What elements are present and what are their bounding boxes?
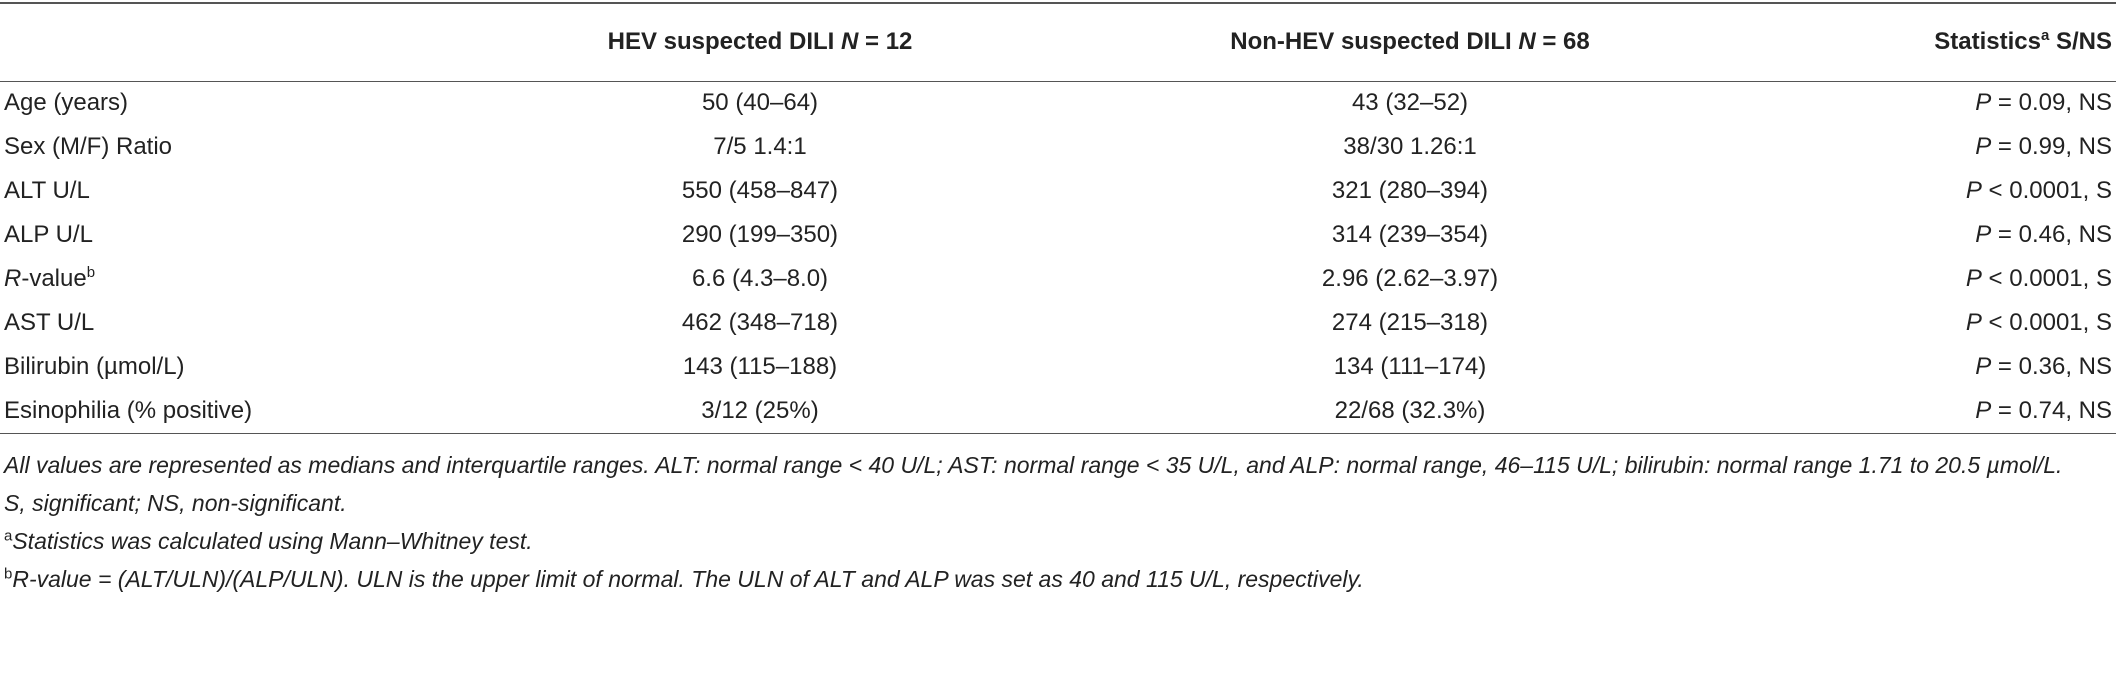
footnote: S, significant; NS, non-significant. bbox=[4, 490, 347, 516]
italic-text: P bbox=[1975, 89, 1992, 117]
text-run: = 0.09, NS bbox=[1991, 89, 2112, 117]
italic-text: P bbox=[1975, 396, 1992, 424]
table-cell: 2.96 (2.62–3.97) bbox=[1321, 265, 1499, 292]
italic-text: N bbox=[841, 28, 859, 56]
table-cell: 3/12 (25%) bbox=[701, 396, 819, 424]
table-row: R-valueb 6.6 (4.3–8.0) 2.96 (2.62–3.97) P <… bbox=[0, 257, 2116, 301]
text-run: < 0.0001, S bbox=[1981, 265, 2112, 292]
header-cell bbox=[0, 3, 520, 81]
text-run: Non-HEV suspected DILI bbox=[1230, 28, 1519, 56]
table-row: Esinophilia (% positive) 3/12 (25%) 22/68 … bbox=[0, 389, 2116, 433]
table-cell: P < 0.0001, S bbox=[1820, 301, 2116, 345]
row-label: Esinophilia (% positive) bbox=[4, 396, 253, 424]
superscript: b bbox=[4, 565, 13, 583]
table-row: AST U/L 462 (348–718) 274 (215–318) P < 0.0… bbox=[0, 301, 2116, 345]
footnotes: All values are represented as medians an… bbox=[4, 446, 2104, 598]
text-run: = 0.99, NS bbox=[1991, 133, 2112, 160]
column-header: Statisticsa S/NS bbox=[1820, 3, 2116, 81]
table-cell: P = 0.74, NS bbox=[1820, 389, 2116, 433]
table-row: Sex (M/F) Ratio 7/5 1.4:1 38/30 1.26:1 P = … bbox=[0, 125, 2116, 169]
column-header: HEV suspected DILI N = 12 bbox=[520, 3, 1000, 81]
row-label: ALT U/L bbox=[4, 177, 90, 204]
table-cell: 6.6 (4.3–8.0) bbox=[691, 265, 829, 292]
italic-text: P bbox=[1965, 309, 1982, 336]
text-run: HEV suspected DILI bbox=[607, 28, 841, 56]
text-run: = 0.46, NS bbox=[1991, 221, 2112, 248]
table-cell: 50 (40–64) bbox=[701, 89, 819, 117]
table-cell: 22/68 (32.3%) bbox=[1334, 396, 1486, 424]
table-cell: 314 (239–354) bbox=[1331, 221, 1489, 248]
table-cell: 462 (348–718) bbox=[681, 309, 839, 336]
table-cell: P = 0.46, NS bbox=[1820, 213, 2116, 257]
row-label: AST U/L bbox=[4, 309, 95, 336]
text-run: = 0.36, NS bbox=[1991, 353, 2112, 380]
text-run: = 68 bbox=[1535, 28, 1590, 56]
footnote: aStatistics was calculated using Mann–Wh… bbox=[4, 522, 2104, 560]
text-run: < 0.0001, S bbox=[1981, 309, 2112, 336]
italic-text: P bbox=[1965, 265, 1982, 292]
italic-text: P bbox=[1975, 133, 1992, 160]
table-row: ALT U/L 550 (458–847) 321 (280–394) P < 0.0… bbox=[0, 169, 2116, 213]
table-cell: 7/5 1.4:1 bbox=[713, 133, 807, 160]
row-label: R-valueb bbox=[0, 257, 520, 301]
header-row: HEV suspected DILI N = 12 Non-HEV suspect… bbox=[0, 3, 2116, 81]
table-cell: 274 (215–318) bbox=[1331, 309, 1489, 336]
table-cell: 43 (32–52) bbox=[1351, 89, 1469, 117]
text-run: Statistics was calculated using Mann–Whi… bbox=[12, 528, 533, 554]
row-label: Bilirubin (µmol/L) bbox=[4, 353, 185, 380]
table-row: Age (years) 50 (40–64) 43 (32–52) P = 0.09,… bbox=[0, 81, 2116, 125]
superscript: a bbox=[2040, 27, 2050, 45]
row-label: ALP U/L bbox=[4, 221, 93, 248]
table-cell: P = 0.99, NS bbox=[1820, 125, 2116, 169]
text-run: S/NS bbox=[2049, 28, 2112, 56]
superscript: b bbox=[86, 264, 96, 281]
table-cell: P = 0.36, NS bbox=[1820, 345, 2116, 389]
text-run: = 12 bbox=[858, 28, 913, 56]
table-row: Bilirubin (µmol/L) 143 (115–188) 134 (111–… bbox=[0, 345, 2116, 389]
superscript: a bbox=[4, 527, 13, 545]
table-body: Age (years) 50 (40–64) 43 (32–52) P = 0.09,… bbox=[0, 81, 2116, 433]
table-cell: 321 (280–394) bbox=[1331, 177, 1489, 204]
table-cell: 550 (458–847) bbox=[681, 177, 839, 204]
footnote: bR-value = (ALT/ULN)/(ALP/ULN). ULN is t… bbox=[4, 560, 2104, 598]
text-run: Statistics bbox=[1934, 28, 2041, 56]
table-cell: P = 0.09, NS bbox=[1820, 81, 2116, 125]
footnote: All values are represented as medians an… bbox=[4, 452, 2063, 478]
text-run: < 0.0001, S bbox=[1981, 177, 2112, 204]
table-cell: P < 0.0001, S bbox=[1820, 169, 2116, 213]
row-label: Sex (M/F) Ratio bbox=[4, 133, 173, 160]
table-cell: 38/30 1.26:1 bbox=[1343, 133, 1477, 160]
table-cell: 134 (111–174) bbox=[1333, 353, 1487, 380]
column-header: Non-HEV suspected DILI N = 68 bbox=[1000, 3, 1820, 81]
text-run: R-value = (ALT/ULN)/(ALP/ULN). ULN is th… bbox=[12, 566, 1364, 592]
data-table: HEV suspected DILI N = 12 Non-HEV suspect… bbox=[0, 2, 2116, 434]
table-cell: 290 (199–350) bbox=[681, 221, 839, 248]
italic-text: P bbox=[1975, 221, 1992, 248]
table-cell: 143 (115–188) bbox=[682, 353, 838, 380]
italic-text: R bbox=[4, 265, 22, 292]
table-row: ALP U/L 290 (199–350) 314 (239–354) P = 0.4… bbox=[0, 213, 2116, 257]
text-run: = 0.74, NS bbox=[1991, 396, 2112, 424]
table-cell: P < 0.0001, S bbox=[1820, 257, 2116, 301]
table-header: HEV suspected DILI N = 12 Non-HEV suspect… bbox=[0, 3, 2116, 81]
italic-text: N bbox=[1518, 28, 1536, 56]
text-run: -value bbox=[21, 265, 87, 292]
row-label: Age (years) bbox=[4, 89, 129, 117]
italic-text: P bbox=[1965, 177, 1982, 204]
italic-text: P bbox=[1975, 353, 1992, 380]
